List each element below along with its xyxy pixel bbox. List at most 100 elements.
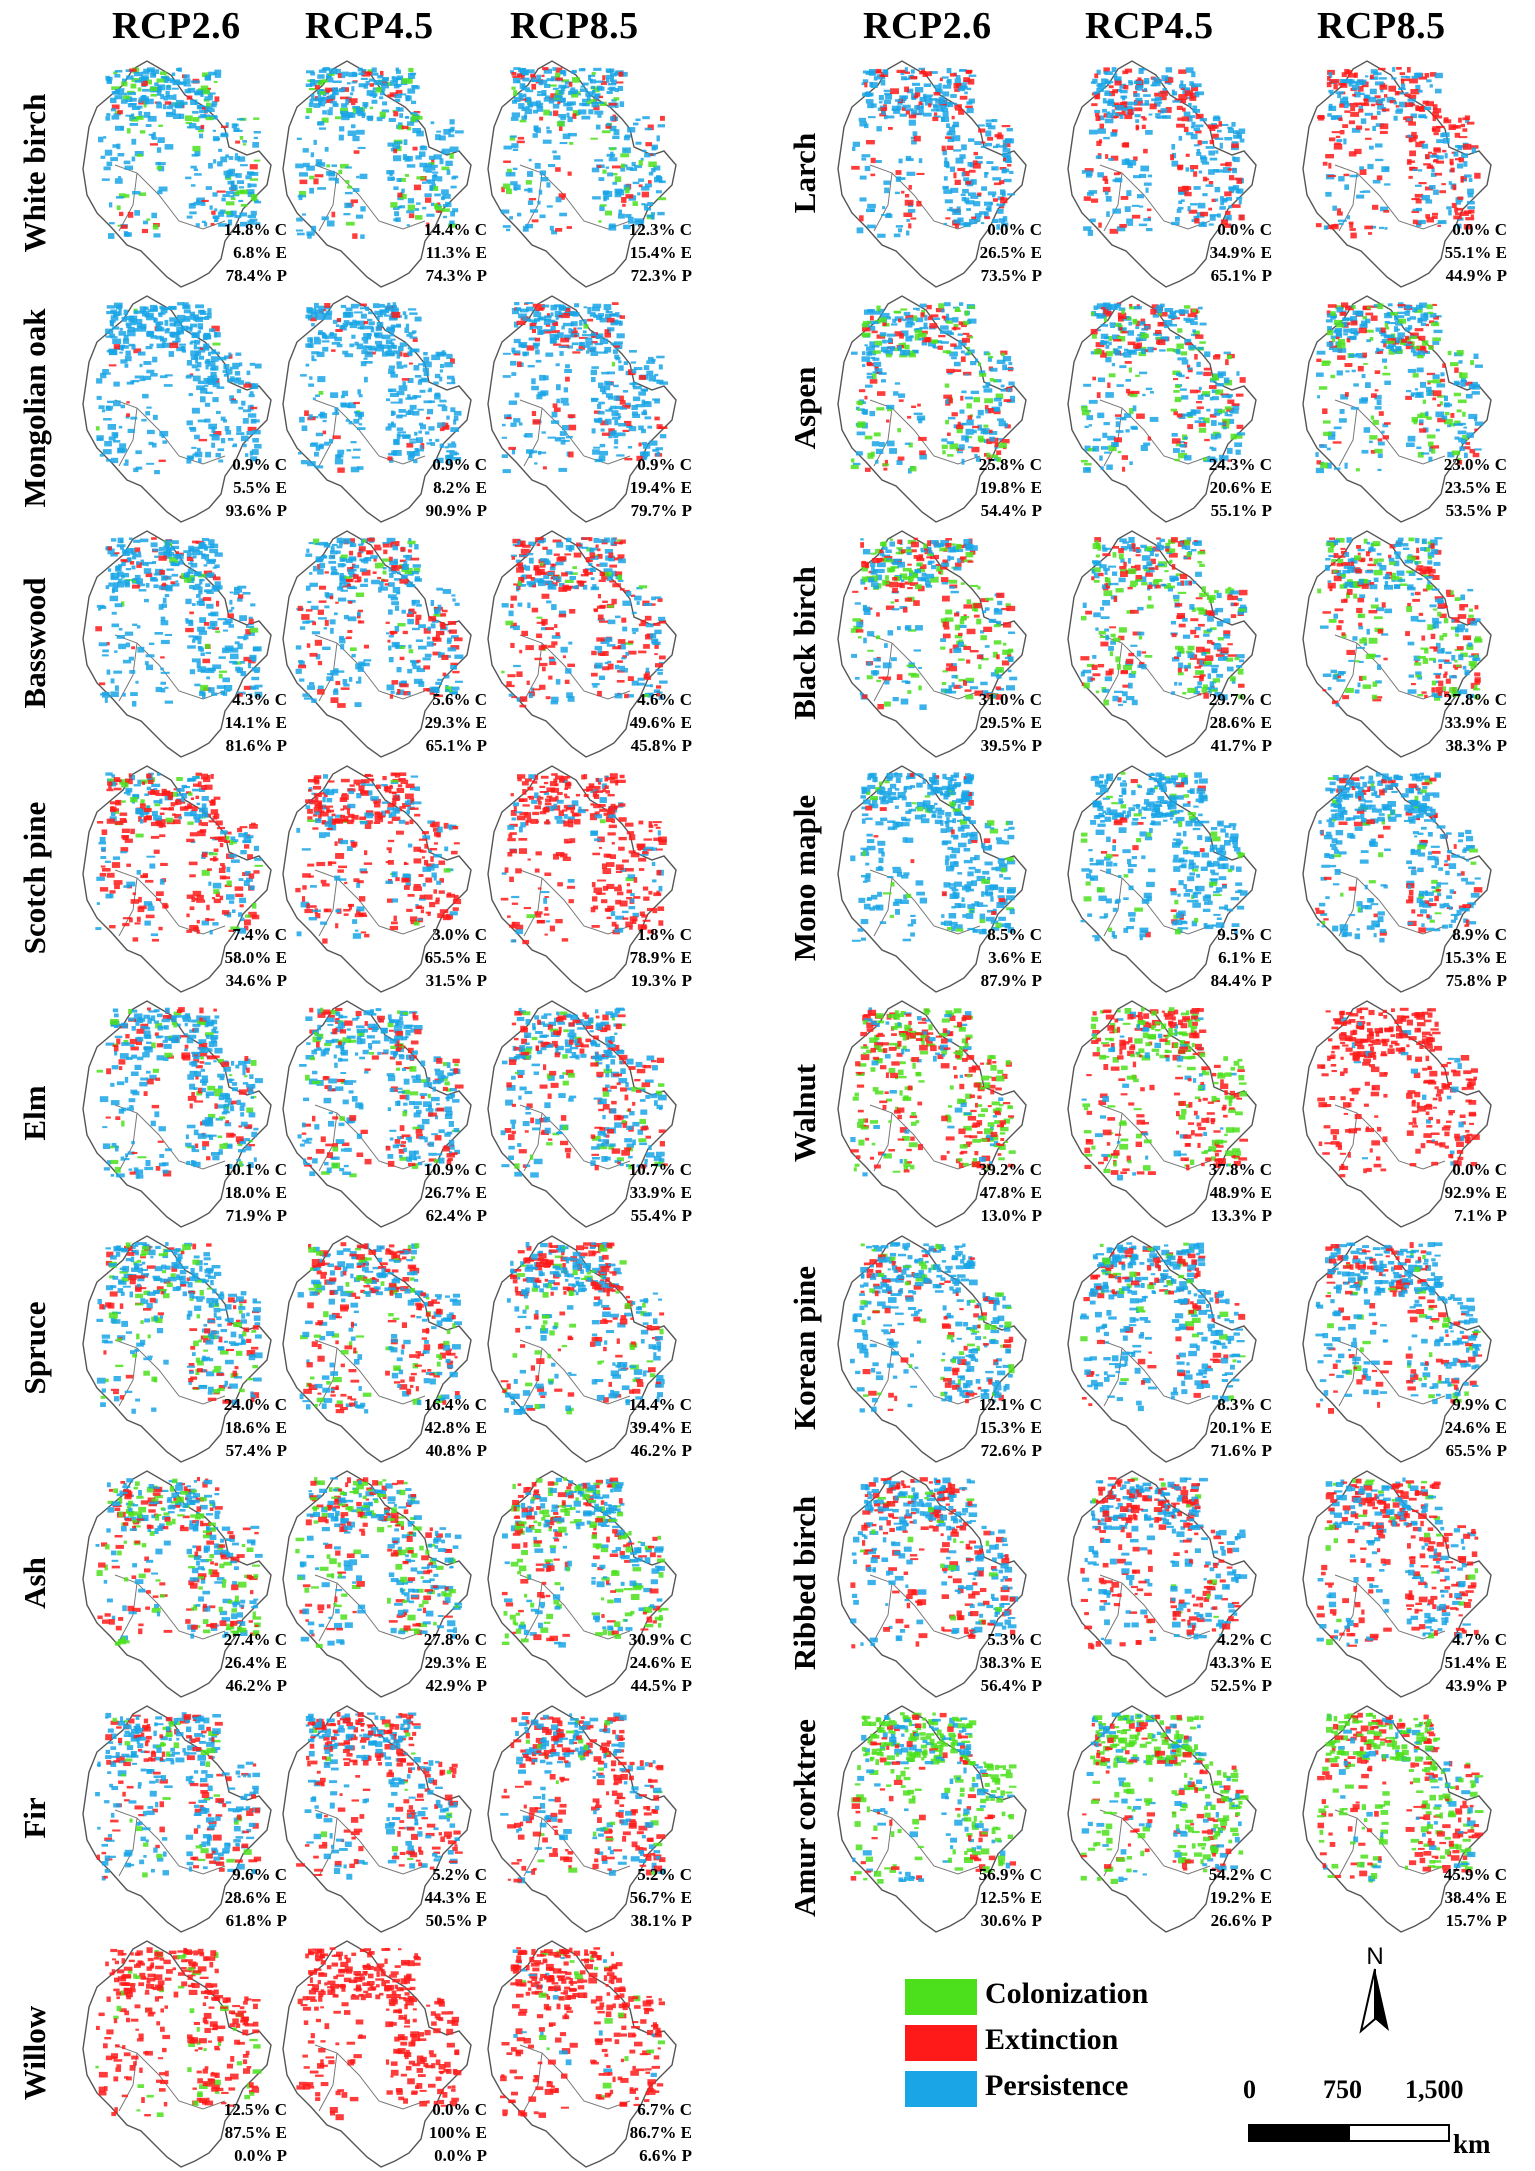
stat-persistence-line: 65.1% P	[1200, 264, 1272, 287]
species-name: Ribbed birch	[787, 1496, 823, 1670]
stat-persistence: 72.6%	[981, 1441, 1028, 1460]
stat-extinction-line: 19.8% E	[970, 476, 1042, 499]
stat-colonization-suffix: C	[1260, 1865, 1272, 1884]
stat-extinction-suffix: E	[1031, 1653, 1042, 1672]
stat-extinction: 20.1%	[1210, 1418, 1257, 1437]
stat-colonization: 24.0%	[224, 1395, 271, 1414]
stat-colonization-suffix: C	[1030, 455, 1042, 474]
stat-colonization-suffix: C	[1495, 220, 1507, 239]
stat-colonization-line: 0.0% C	[1435, 1158, 1507, 1181]
stat-extinction: 29.5%	[980, 713, 1027, 732]
stat-persistence-line: 44.5% P	[620, 1674, 692, 1697]
stat-colonization-suffix: C	[680, 2100, 692, 2119]
stat-extinction: 51.4%	[1445, 1653, 1492, 1672]
stat-colonization: 6.7%	[637, 2100, 675, 2119]
stat-persistence-suffix: P	[1032, 971, 1042, 990]
stat-persistence-line: 42.9% P	[415, 1674, 487, 1697]
stat-extinction: 58.0%	[225, 948, 272, 967]
legend: Colonization Extinction Persistence	[905, 1975, 1205, 2113]
legend-swatch-colonization	[905, 1979, 977, 2015]
stat-colonization: 27.8%	[1444, 690, 1491, 709]
species-name: Korean pine	[787, 1266, 823, 1430]
species-name: Basswood	[17, 578, 53, 709]
stat-extinction-line: 33.9% E	[620, 1181, 692, 1204]
stat-extinction-suffix: E	[1031, 243, 1042, 262]
stat-extinction-suffix: E	[1261, 1418, 1272, 1437]
stat-persistence: 78.4%	[226, 266, 273, 285]
species-name: Aspen	[787, 367, 823, 450]
stat-extinction: 19.2%	[1210, 1888, 1257, 1907]
stat-colonization: 0.0%	[1452, 1160, 1490, 1179]
stat-persistence-line: 75.8% P	[1435, 969, 1507, 992]
stat-colonization-line: 56.9% C	[970, 1863, 1042, 1886]
species-name: Amur corktree	[787, 1719, 823, 1917]
scenario-header-left-2: RCP8.5	[510, 4, 639, 48]
species-label: Spruce	[0, 1230, 70, 1466]
stat-extinction: 78.9%	[630, 948, 677, 967]
stat-persistence-suffix: P	[682, 266, 692, 285]
stat-extinction: 26.7%	[425, 1183, 472, 1202]
stat-extinction-suffix: E	[1031, 1183, 1042, 1202]
stat-extinction-suffix: E	[1261, 1888, 1272, 1907]
legend-item-colonization: Colonization	[905, 1975, 1205, 2021]
stat-extinction-suffix: E	[1496, 948, 1507, 967]
stat-persistence: 50.5%	[426, 1911, 473, 1930]
stat-persistence: 65.1%	[1211, 266, 1258, 285]
stat-extinction: 20.6%	[1210, 478, 1257, 497]
stat-persistence: 30.6%	[981, 1911, 1028, 1930]
stat-colonization: 24.3%	[1209, 455, 1256, 474]
stat-persistence-line: 15.7% P	[1435, 1909, 1507, 1932]
stat-persistence-suffix: P	[1032, 1441, 1042, 1460]
stat-persistence-suffix: P	[1262, 501, 1272, 520]
stat-extinction: 47.8%	[980, 1183, 1027, 1202]
stat-colonization: 10.9%	[424, 1160, 471, 1179]
stat-extinction-suffix: E	[1496, 1653, 1507, 1672]
stat-persistence-suffix: P	[1032, 1206, 1042, 1225]
stat-colonization: 27.8%	[424, 1630, 471, 1649]
stat-persistence-suffix: P	[682, 2146, 692, 2165]
stat-colonization-line: 5.6% C	[415, 688, 487, 711]
stat-persistence: 55.1%	[1211, 501, 1258, 520]
stat-colonization: 0.0%	[987, 220, 1025, 239]
species-name: Ash	[17, 1557, 53, 1609]
stat-colonization: 54.2%	[1209, 1865, 1256, 1884]
stat-colonization-line: 10.7% C	[620, 1158, 692, 1181]
stat-persistence: 54.4%	[981, 501, 1028, 520]
stat-colonization-line: 0.0% C	[1200, 218, 1272, 241]
stat-persistence: 34.6%	[226, 971, 273, 990]
stat-persistence-line: 62.4% P	[415, 1204, 487, 1227]
stat-colonization: 5.2%	[432, 1865, 470, 1884]
stat-colonization: 4.6%	[637, 690, 675, 709]
stat-colonization: 16.4%	[424, 1395, 471, 1414]
stat-persistence-suffix: P	[682, 1206, 692, 1225]
stat-persistence: 65.1%	[426, 736, 473, 755]
stat-colonization-suffix: C	[1030, 220, 1042, 239]
stat-persistence-suffix: P	[1497, 736, 1507, 755]
stat-colonization: 29.7%	[1209, 690, 1256, 709]
stat-extinction-line: 28.6% E	[1200, 711, 1272, 734]
stat-colonization-line: 9.5% C	[1200, 923, 1272, 946]
stat-persistence-suffix: P	[1262, 1206, 1272, 1225]
stat-persistence: 72.3%	[631, 266, 678, 285]
scenario-header-right-0: RCP2.6	[863, 4, 992, 48]
stat-colonization: 0.0%	[432, 2100, 470, 2119]
stat-colonization-line: 45.9% C	[1435, 1863, 1507, 1886]
stat-persistence-suffix: P	[1497, 266, 1507, 285]
stat-colonization: 10.7%	[629, 1160, 676, 1179]
